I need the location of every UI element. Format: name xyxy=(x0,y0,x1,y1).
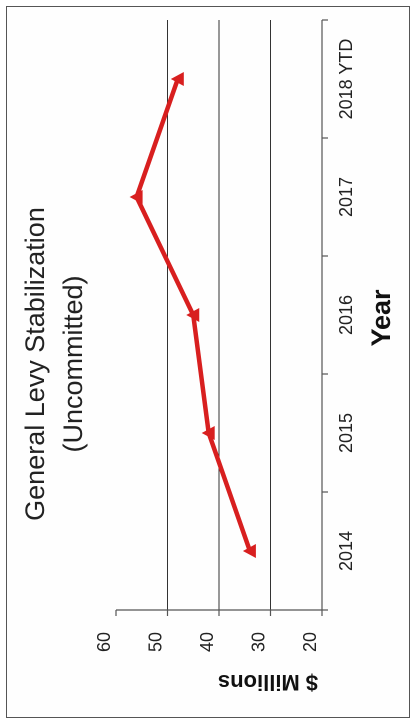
category-tick-label: 2015 xyxy=(336,413,356,453)
value-tick-label: 50 xyxy=(146,632,166,652)
chart-title: General Levy Stabilization xyxy=(20,207,50,521)
data-point xyxy=(186,308,200,322)
value-tick-label: 30 xyxy=(249,632,269,652)
y-axis-title: $ Millions xyxy=(218,670,318,695)
data-point xyxy=(170,72,184,86)
value-tick-label: 20 xyxy=(300,632,320,652)
data-point xyxy=(129,190,143,204)
category-tick-label: 2017 xyxy=(336,177,356,217)
grid-layer xyxy=(167,20,271,610)
category-tick-label: 2018 YTD xyxy=(336,39,356,120)
category-tick-label: 2016 xyxy=(336,295,356,335)
value-tick-label: 40 xyxy=(197,632,217,652)
chart-subtitle: (Uncommitted) xyxy=(58,275,88,452)
chart-frame xyxy=(6,6,410,718)
axis-layer: 20 30 40 50 60 2014 2015 2016 2017 2018 YTD xyxy=(94,19,356,652)
series-layer xyxy=(129,72,256,558)
x-axis-title: Year xyxy=(366,289,396,347)
category-tick-label: 2014 xyxy=(336,531,356,571)
value-tick-label: 60 xyxy=(94,632,114,652)
label-layer: General Levy Stabilization (Uncommitted)… xyxy=(20,207,396,695)
data-point xyxy=(201,426,215,440)
data-point xyxy=(242,544,256,558)
